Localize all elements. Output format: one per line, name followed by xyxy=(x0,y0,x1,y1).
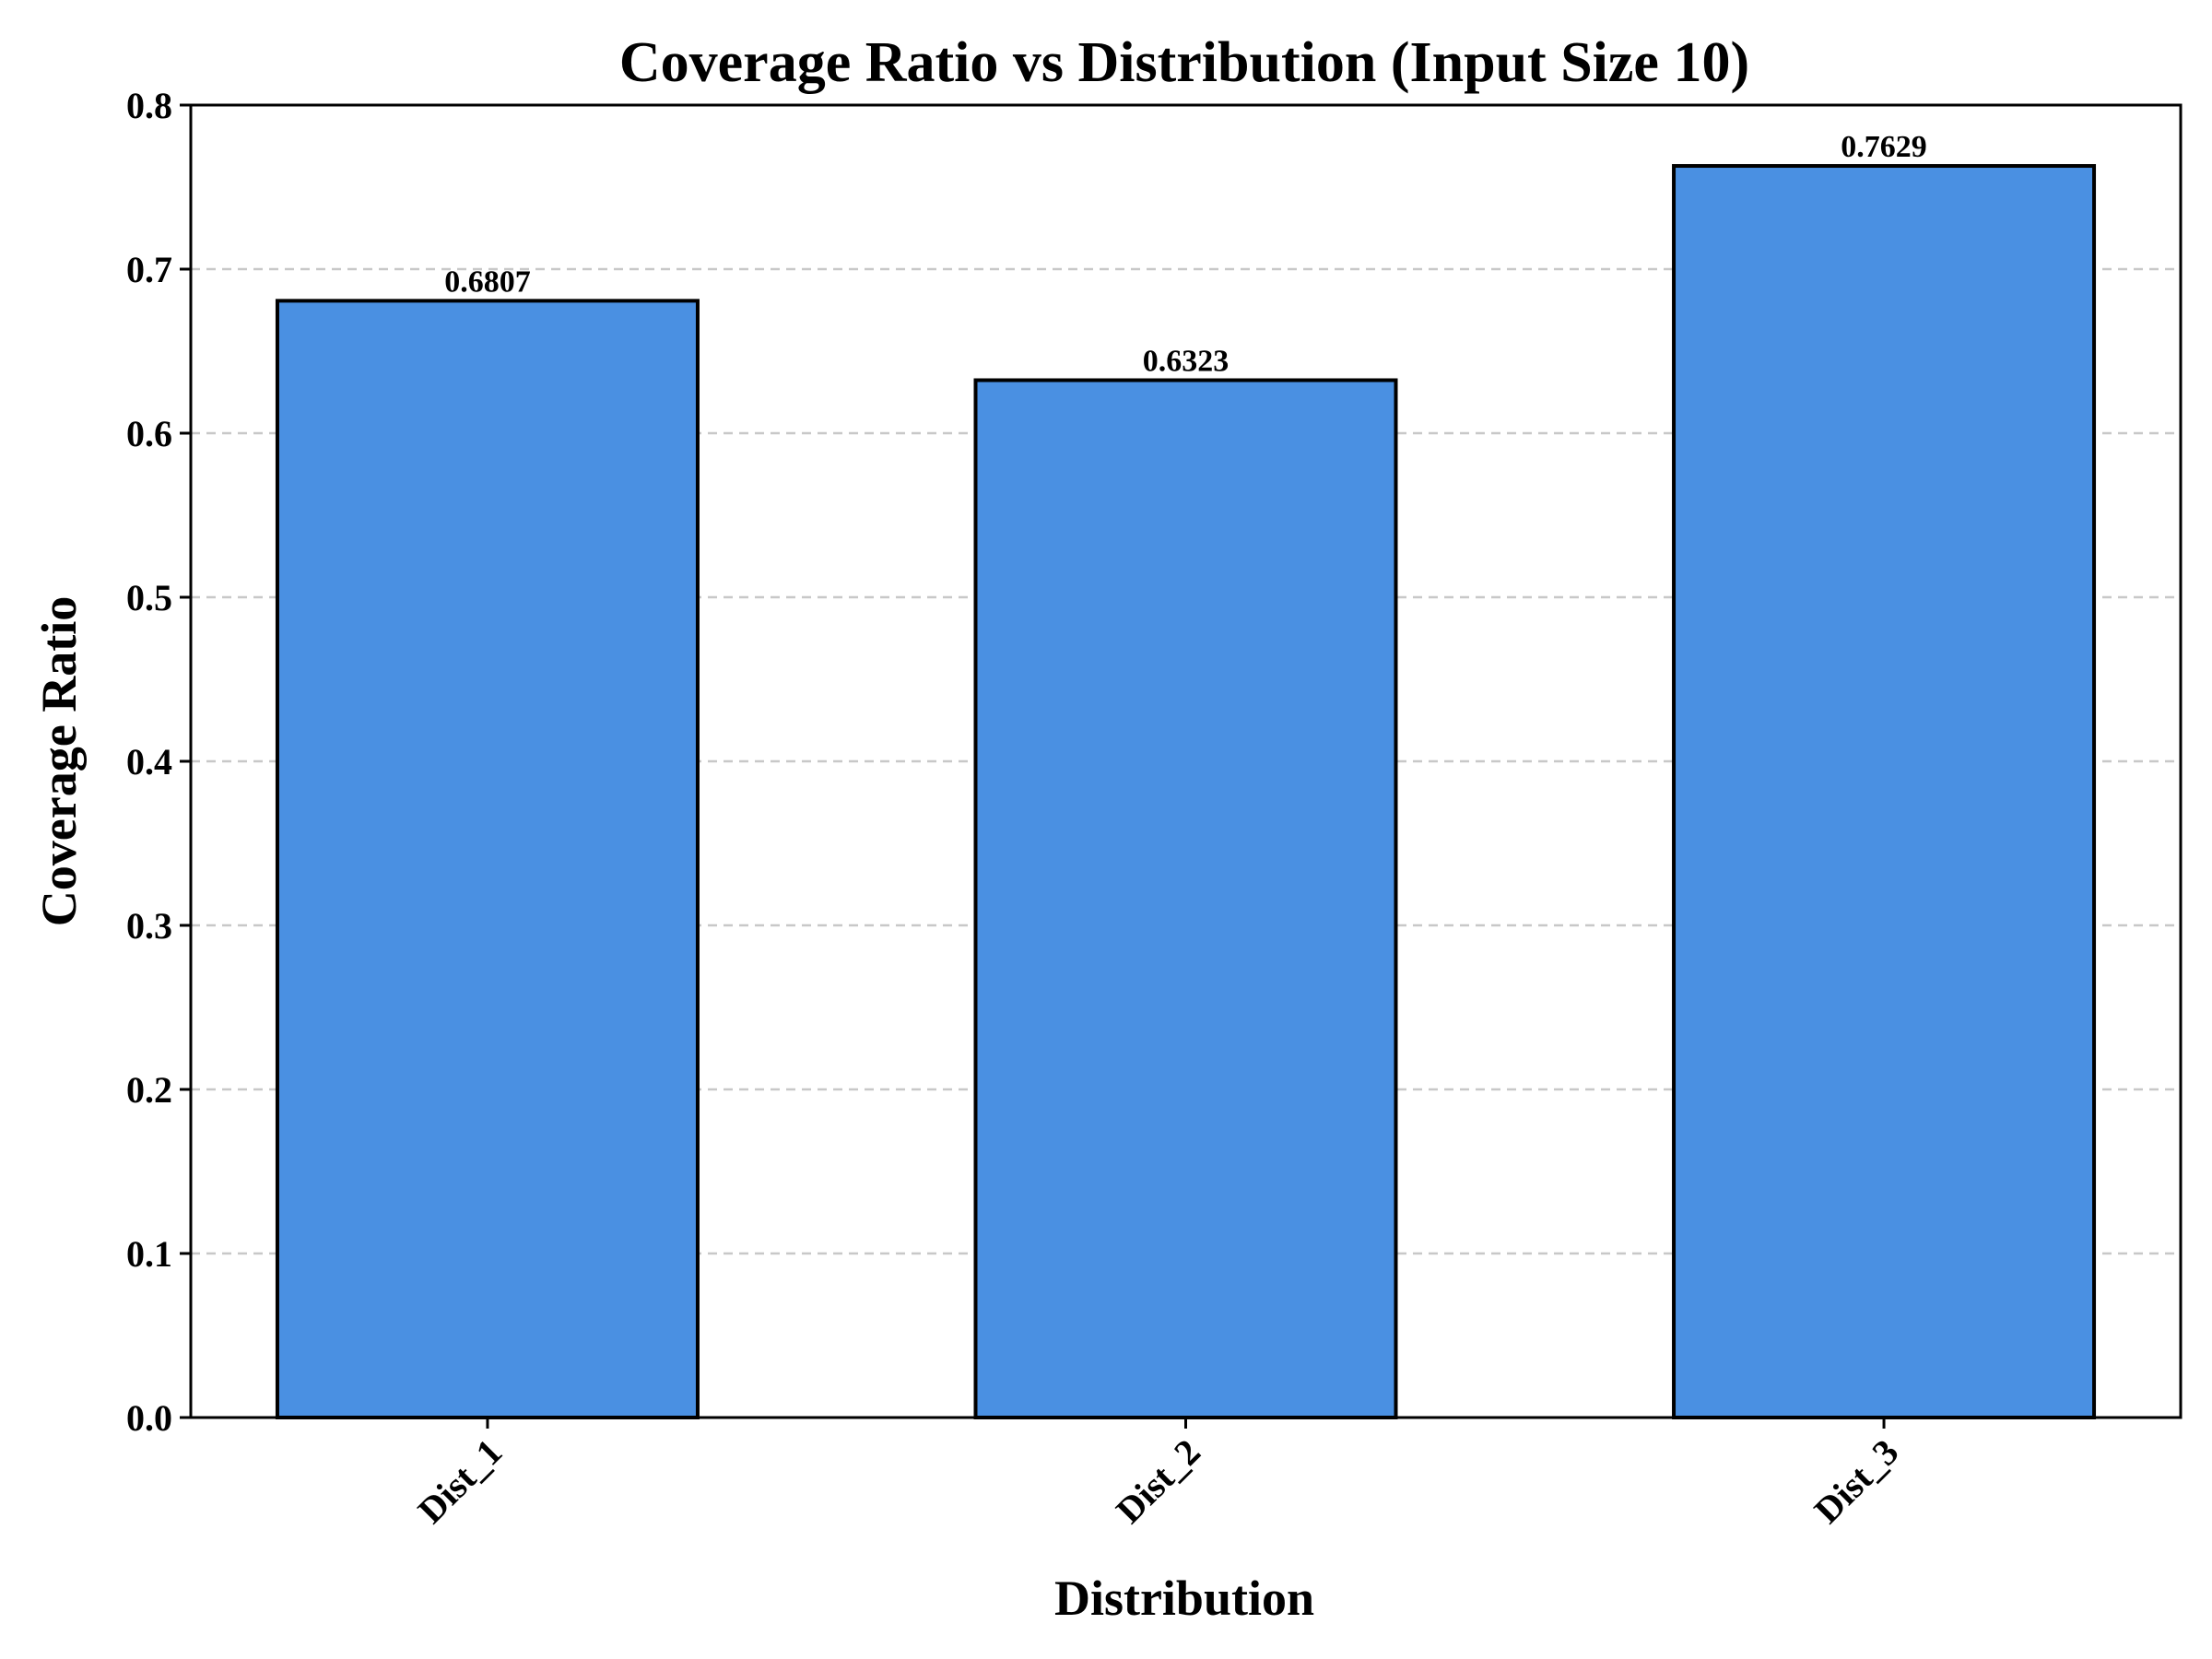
y-tick-label: 0.3 xyxy=(126,905,172,947)
y-tick-label: 0.0 xyxy=(126,1397,172,1439)
data-label: 0.6807 xyxy=(444,265,531,299)
data-label: 0.6323 xyxy=(1143,345,1230,379)
bar-layer xyxy=(275,164,2097,1420)
y-tick-label: 0.6 xyxy=(126,413,172,454)
chart-title: Coverage Ratio vs Distribution (Input Si… xyxy=(619,31,1749,94)
y-tick-label: 0.8 xyxy=(126,85,172,126)
y-tick-label: 0.5 xyxy=(126,577,172,618)
x-tick-label: Dist_1 xyxy=(410,1431,511,1532)
bar-dist-2 xyxy=(973,378,1398,1420)
x-axis-label: Distribution xyxy=(1054,1571,1314,1626)
bar-dist-1 xyxy=(275,299,700,1419)
y-axis-label: Coverage Ratio xyxy=(31,596,87,926)
y-tick-label: 0.4 xyxy=(126,741,172,782)
bar-dist-3 xyxy=(1672,164,2097,1420)
data-labels: 0.6807 0.6323 0.7629 xyxy=(444,130,1927,378)
y-tick-label: 0.1 xyxy=(126,1233,172,1275)
y-tick-label: 0.7 xyxy=(126,249,172,290)
x-axis-ticks: Dist_1 Dist_2 Dist_3 xyxy=(410,1418,1907,1532)
y-tick-label: 0.2 xyxy=(126,1069,172,1111)
y-axis-ticks: 0.0 0.1 0.2 0.3 0.4 0.5 0.6 0.7 0.8 xyxy=(126,85,191,1439)
data-label: 0.7629 xyxy=(1841,130,1927,164)
x-tick-label: Dist_2 xyxy=(1108,1431,1208,1532)
x-tick-label: Dist_3 xyxy=(1806,1431,1907,1532)
